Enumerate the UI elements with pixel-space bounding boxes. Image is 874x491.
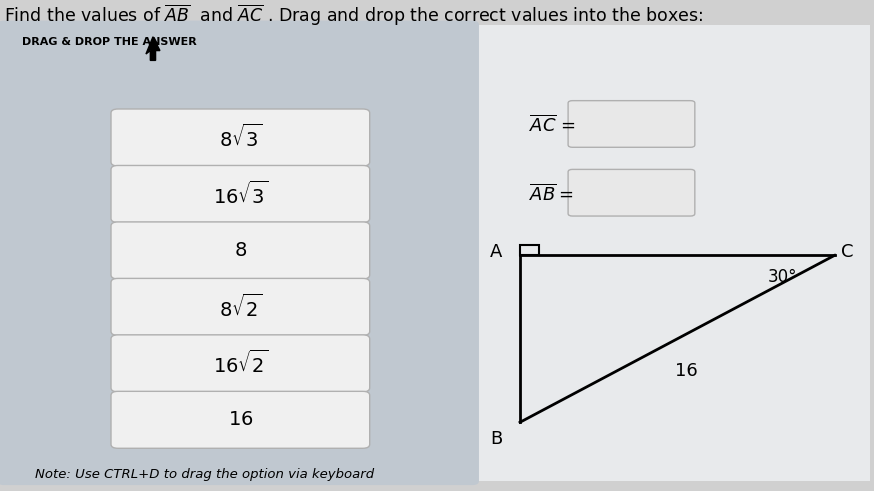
Text: Note: Use CTRL+D to drag the option via keyboard: Note: Use CTRL+D to drag the option via … xyxy=(35,468,374,481)
Text: $16\sqrt{2}$: $16\sqrt{2}$ xyxy=(212,350,268,377)
FancyBboxPatch shape xyxy=(111,278,370,335)
FancyBboxPatch shape xyxy=(111,222,370,279)
FancyBboxPatch shape xyxy=(476,25,870,481)
Text: $16\sqrt{3}$: $16\sqrt{3}$ xyxy=(212,180,268,208)
Text: $\overline{AC}$ =: $\overline{AC}$ = xyxy=(529,114,575,136)
Text: DRAG & DROP THE ANSWER: DRAG & DROP THE ANSWER xyxy=(22,37,197,47)
Text: A: A xyxy=(490,243,503,261)
Text: $8$: $8$ xyxy=(234,241,246,260)
Text: 16: 16 xyxy=(675,362,697,380)
Bar xyxy=(520,245,539,255)
FancyBboxPatch shape xyxy=(568,169,695,216)
Text: $\overline{AB}=$: $\overline{AB}=$ xyxy=(529,184,573,204)
Text: C: C xyxy=(841,243,853,261)
Text: $16$: $16$ xyxy=(227,410,253,429)
FancyBboxPatch shape xyxy=(111,109,370,166)
Text: $8\sqrt{3}$: $8\sqrt{3}$ xyxy=(218,124,262,151)
FancyBboxPatch shape xyxy=(0,21,479,485)
Text: 30°: 30° xyxy=(767,269,797,286)
Text: B: B xyxy=(490,430,503,448)
FancyBboxPatch shape xyxy=(568,101,695,147)
Polygon shape xyxy=(146,37,160,60)
Text: $8\sqrt{2}$: $8\sqrt{2}$ xyxy=(218,293,262,321)
FancyBboxPatch shape xyxy=(111,391,370,448)
Text: Find the values of $\overline{AB}$  and $\overline{AC}$ . Drag and drop the corr: Find the values of $\overline{AB}$ and $… xyxy=(4,2,704,28)
FancyBboxPatch shape xyxy=(111,165,370,222)
FancyBboxPatch shape xyxy=(111,335,370,392)
